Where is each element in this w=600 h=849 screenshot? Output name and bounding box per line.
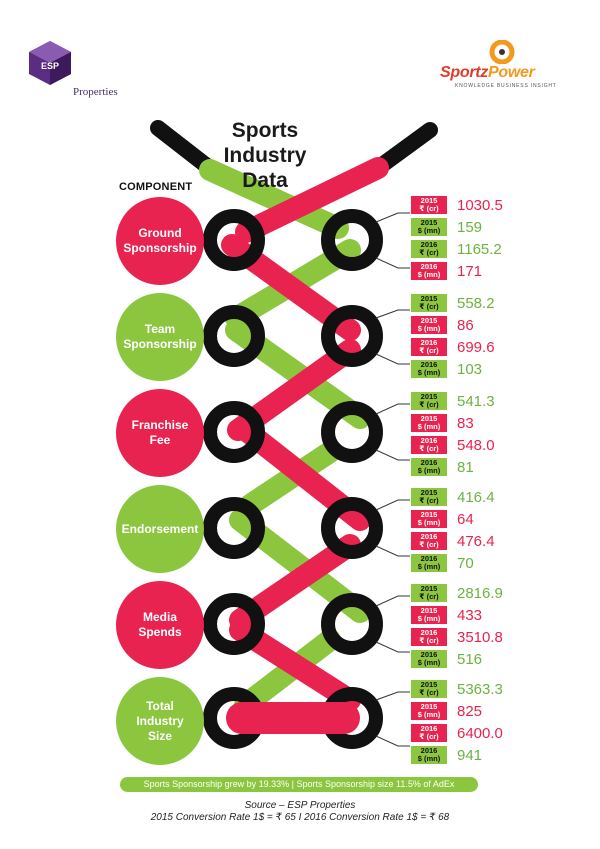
row-label: 2015 ₹ (cr) — [411, 392, 447, 410]
row-label: 2015 ₹ (cr) — [411, 584, 447, 602]
sportzpower-tagline: KNOWLEDGE BUSINESS INSIGHT — [455, 83, 557, 89]
esp-logo-icon: ESP — [29, 41, 71, 85]
sponsorship-growth-note: Sports Sponsorship grew by 19.33% | Spor… — [120, 777, 478, 792]
component-total-industry-size: Total Industry Size — [116, 677, 204, 765]
row-value: 5363.3 — [457, 681, 503, 698]
component-ground-sponsorship: Ground Sponsorship — [116, 197, 204, 285]
row-value: 1030.5 — [457, 197, 503, 214]
row-label: 2016 ₹ (cr) — [411, 436, 447, 454]
row-value: 159 — [457, 219, 483, 236]
row-value: 171 — [457, 263, 483, 280]
page-title: Sports Industry Data — [223, 119, 307, 192]
row-label: 2015 ₹ (cr) — [411, 680, 447, 698]
sportzpower-logo-icon — [489, 40, 515, 64]
row-value: 416.4 — [457, 489, 495, 506]
row-label: 2015 ₹ (cr) — [411, 294, 447, 312]
row-value: 1165.2 — [457, 241, 502, 258]
component-endorsement: Endorsement — [116, 485, 204, 573]
esp-properties-name: Properties — [73, 86, 118, 98]
row-label: 2016 $ (mn) — [411, 262, 447, 280]
row-value: 548.0 — [457, 437, 495, 454]
row-value: 83 — [457, 415, 474, 432]
row-label: 2016 $ (mn) — [411, 650, 447, 668]
row-label: 2015 $ (mn) — [411, 702, 447, 720]
row-label: 2016 ₹ (cr) — [411, 724, 447, 742]
row-value: 3510.8 — [457, 629, 503, 646]
svg-text:ESP: ESP — [41, 61, 59, 71]
component-team-sponsorship: Team Sponsorship — [116, 293, 204, 381]
row-value: 103 — [457, 361, 483, 378]
row-label: 2016 $ (mn) — [411, 746, 447, 764]
row-value: 825 — [457, 703, 483, 720]
row-label: 2015 $ (mn) — [411, 510, 447, 528]
row-value: 558.2 — [457, 295, 495, 312]
row-value: 433 — [457, 607, 483, 624]
row-value: 81 — [457, 459, 474, 476]
row-value: 64 — [457, 511, 474, 528]
row-value: 541.3 — [457, 393, 495, 410]
row-label: 2015 $ (mn) — [411, 218, 447, 236]
row-label: 2015 $ (mn) — [411, 606, 447, 624]
component-media-spends: Media Spends — [116, 581, 204, 669]
row-label: 2015 $ (mn) — [411, 316, 447, 334]
row-value: 6400.0 — [457, 725, 503, 742]
row-value: 2816.9 — [457, 585, 503, 602]
row-label: 2015 $ (mn) — [411, 414, 447, 432]
row-value: 476.4 — [457, 533, 495, 550]
component-heading: COMPONENT — [119, 181, 193, 193]
row-value: 699.6 — [457, 339, 495, 356]
row-value: 86 — [457, 317, 474, 334]
row-value: 516 — [457, 651, 483, 668]
row-label: 2016 ₹ (cr) — [411, 240, 447, 258]
component-franchise-fee: Franchise Fee — [116, 389, 204, 477]
sportzpower-name: SportzPower — [440, 64, 535, 81]
row-value: 70 — [457, 555, 474, 572]
row-label: 2016 $ (mn) — [411, 360, 447, 378]
source-note: Source – ESP Properties 2015 Conversion … — [150, 800, 450, 823]
row-label: 2016 ₹ (cr) — [411, 532, 447, 550]
row-label: 2016 $ (mn) — [411, 458, 447, 476]
row-label: 2016 ₹ (cr) — [411, 338, 447, 356]
row-label: 2015 ₹ (cr) — [411, 196, 447, 214]
row-label: 2015 ₹ (cr) — [411, 488, 447, 506]
row-label: 2016 ₹ (cr) — [411, 628, 447, 646]
row-value: 941 — [457, 747, 483, 764]
row-label: 2016 $ (mn) — [411, 554, 447, 572]
